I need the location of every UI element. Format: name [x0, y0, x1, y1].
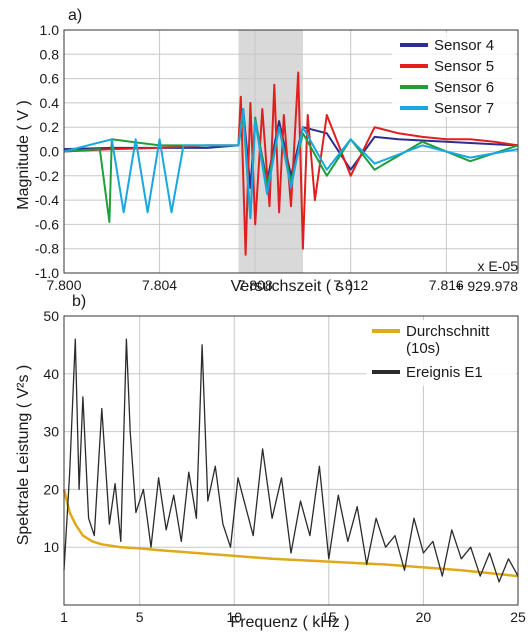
series-line-sensor-5: [63, 71, 519, 256]
x-tick-label: 15: [321, 609, 337, 625]
panel-a-legend: Sensor 4 Sensor 5 Sensor 6 Sensor 7: [392, 33, 516, 117]
panel-a-y-label: Magnitude ( V ): [15, 100, 32, 209]
x-tick-label: 7.816: [429, 277, 464, 293]
panel-b-x-ticks: 1 5 10 15 20 25: [60, 609, 526, 625]
x-offset-note: + 929.978: [455, 278, 518, 294]
legend-label-sensor-5: Sensor 5: [434, 58, 494, 75]
legend-label-sensor-7: Sensor 7: [434, 100, 494, 117]
series-line-ereignis-e1: [63, 338, 519, 583]
x-tick-label: 5: [136, 609, 144, 625]
y-tick-label: 50: [43, 308, 59, 324]
legend-label-ereignis-e1: Ereignis E1: [406, 364, 483, 381]
y-tick-label: -1.0: [35, 265, 59, 281]
panel-b-y-ticks: 10 20 30 40 50: [43, 308, 59, 555]
panel-a-x-ticks: 7.800 7.804 7.808 7.812 7.816: [46, 277, 464, 293]
x-tick-label: 10: [226, 609, 242, 625]
legend-label-sensor-4: Sensor 4: [434, 37, 494, 54]
panel-a-series: [63, 71, 519, 256]
y-tick-label: 0.8: [40, 46, 60, 62]
series-line-sensor-7: [63, 108, 519, 220]
panel-b-x-label: Frequenz ( kHz ): [230, 614, 349, 631]
y-tick-label: 30: [43, 424, 59, 440]
panel-a-x-label: Versuchszeit ( s ): [231, 278, 354, 295]
y-tick-label: 0.2: [40, 119, 60, 135]
y-tick-label: -0.6: [35, 216, 59, 232]
x-scale-note: x E-05: [478, 258, 519, 274]
x-tick-label: 7.800: [46, 277, 81, 293]
y-tick-label: 20: [43, 481, 59, 497]
y-tick-label: 10: [43, 539, 59, 555]
x-tick-label: 7.808: [238, 277, 273, 293]
x-tick-label: 20: [416, 609, 432, 625]
series-line-durchschnitt-10s: [62, 489, 519, 578]
x-tick-label: 1: [60, 609, 68, 625]
legend-label-sensor-6: Sensor 6: [434, 79, 494, 96]
y-tick-label: 1.0: [40, 22, 60, 38]
x-tick-label: 7.812: [333, 277, 368, 293]
panel-b-legend: Durchschnitt (10s) Ereignis E1: [366, 320, 516, 386]
x-tick-label: 25: [510, 609, 526, 625]
y-tick-label: 0.6: [40, 71, 60, 87]
legend-label-durchschnitt-10s: Durchschnitt (10s): [406, 323, 490, 357]
y-tick-label: 0.0: [40, 144, 60, 160]
panel-a-y-ticks: 1.0 0.8 0.6 0.4 0.2 0.0 -0.2 -0.4 -0.6 -0.8 -1.0: [35, 22, 59, 281]
panel-b-y-label: Spektrale Leistung ( V²s ): [15, 365, 32, 546]
y-tick-label: 0.4: [40, 95, 60, 111]
x-tick-label: 7.804: [142, 277, 177, 293]
series-line-sensor-4: [63, 108, 519, 189]
panel-a-frame: [63, 29, 519, 274]
panel-b-frame: [63, 315, 519, 606]
y-tick-label: -0.2: [35, 168, 59, 184]
panel-b-series: [62, 338, 519, 583]
y-tick-label: -0.8: [35, 241, 59, 257]
panel-b-label: b): [72, 293, 86, 310]
panel-a: a) 1.0 0.8 0.6 0.4 0.2 0.0 -0.2 -0.4 -0.6 -0.8 -1.…: [15, 7, 519, 295]
panel-a-label: a): [68, 7, 82, 24]
y-tick-label: -0.4: [35, 192, 59, 208]
y-tick-label: 40: [43, 366, 59, 382]
